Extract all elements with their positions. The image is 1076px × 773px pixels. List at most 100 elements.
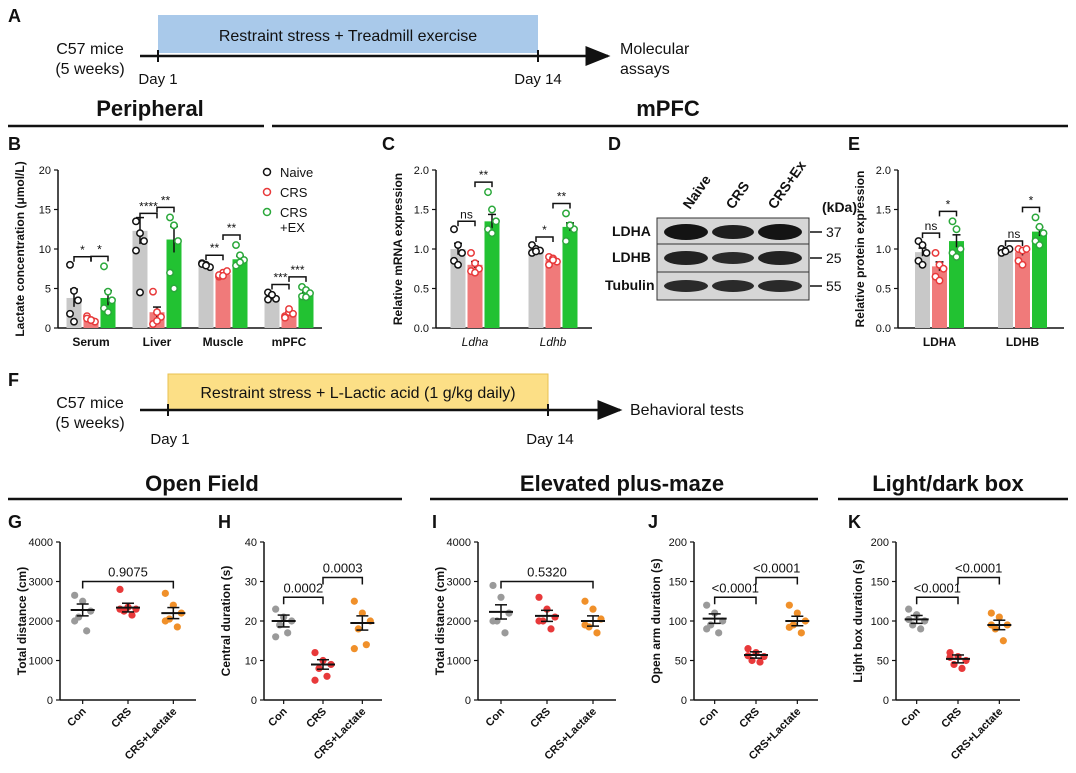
result-label-f: Behavioral tests — [630, 402, 744, 419]
significance-label: ns — [1008, 227, 1021, 241]
data-point — [501, 629, 509, 637]
significance-bracket — [222, 234, 241, 241]
y-tick-label: 20 — [245, 616, 257, 628]
significance-bracket — [957, 576, 1001, 585]
data-point — [66, 309, 74, 318]
section-title-peripheral: Peripheral — [96, 96, 204, 121]
data-point — [551, 613, 559, 621]
y-tick-label: 30 — [245, 577, 257, 589]
significance-bracket — [1021, 206, 1041, 213]
y-tick-label: 1.5 — [876, 205, 891, 217]
y-tick-label: 0 — [681, 695, 687, 707]
y-tick-label: 100 — [669, 616, 687, 628]
legend-b: Naive CRS CRS +EX — [262, 165, 313, 235]
chart-g-total-distance: 0 1000 2000 3000 4000 Total distance (cm) Con C… — [15, 537, 196, 762]
significance-label: ns — [925, 219, 938, 233]
y-tick-label: 0.5 — [876, 284, 891, 296]
panel-label-j: J — [648, 512, 658, 532]
bar-crsex — [298, 294, 314, 328]
data-point — [166, 213, 174, 222]
subject-line2-f: (5 weeks) — [55, 415, 124, 432]
y-tick-label: 150 — [871, 577, 889, 589]
blot-row-tubulin: Tubulin 55 — [605, 271, 842, 301]
significance-label: 0.9075 — [108, 565, 148, 580]
data-point — [497, 593, 505, 601]
y-tick-label: 0.0 — [414, 323, 429, 335]
data-point — [756, 658, 764, 666]
result-line1-a: Molecular — [620, 41, 690, 58]
section-title-epm: Elevated plus-maze — [520, 471, 724, 496]
panel-label-f: F — [8, 370, 19, 390]
data-point — [71, 591, 79, 599]
significance-bracket — [73, 256, 92, 262]
y-axis-title: Central duration (s) — [219, 566, 233, 677]
x-category-label: LDHA — [923, 335, 957, 349]
x-category-label: Ldha — [462, 335, 489, 349]
significance-bracket — [322, 576, 364, 585]
bar-naive — [528, 249, 544, 328]
result-line2-a: assays — [620, 61, 670, 78]
subject-line2-a: (5 weeks) — [55, 61, 124, 78]
bar-naive — [450, 249, 466, 328]
data-point — [70, 286, 78, 295]
data-point — [484, 188, 492, 197]
chart-e-protein: 0.0 0.5 1.0 1.5 2.0 Relative protein expressi… — [853, 165, 1064, 349]
data-point — [711, 609, 719, 617]
data-point — [454, 260, 462, 269]
data-point — [913, 611, 921, 619]
data-point — [87, 607, 95, 615]
end-label-a: Day 14 — [514, 71, 562, 88]
data-point — [202, 261, 210, 270]
x-category-label: Con — [65, 705, 89, 729]
blot-size-label: 25 — [826, 250, 842, 266]
bar-crs — [545, 260, 561, 328]
significance-label: ** — [161, 193, 171, 207]
y-tick-label: 10 — [39, 244, 51, 256]
treatment-label-f: Restraint stress + L-Lactic acid (1 g/kg… — [200, 385, 515, 402]
panel-label-a: A — [8, 6, 21, 26]
data-point — [311, 676, 319, 684]
data-point — [505, 609, 513, 617]
data-point — [905, 605, 913, 613]
significance-bracket — [915, 596, 959, 605]
legend-label-crs: CRS — [280, 185, 308, 200]
data-point — [174, 237, 182, 246]
data-point — [66, 260, 74, 269]
bar-naive — [264, 296, 280, 328]
blot-band — [712, 252, 754, 264]
blot-band — [758, 224, 802, 240]
data-point — [532, 247, 540, 256]
panel-label-d: D — [608, 134, 621, 154]
y-tick-label: 1000 — [447, 656, 471, 668]
x-category-label: Con — [899, 705, 923, 729]
end-label-f: Day 14 — [526, 431, 574, 448]
data-point — [153, 308, 161, 317]
data-point — [161, 617, 169, 625]
blot-band — [758, 251, 802, 265]
data-point — [71, 617, 79, 625]
data-point — [1018, 260, 1027, 269]
significance-label: <0.0001 — [914, 580, 961, 595]
y-axis-title: Lactate concentration (μmol/L) — [13, 161, 27, 336]
bar-naive — [132, 230, 148, 328]
start-label-f: Day 1 — [150, 431, 189, 448]
data-point — [467, 249, 475, 257]
data-point — [161, 589, 169, 597]
legend-marker-naive — [262, 167, 272, 177]
y-tick-label: 0 — [45, 323, 51, 335]
x-category-label: CRS — [304, 706, 329, 731]
y-tick-label: 50 — [877, 656, 889, 668]
significance-label: ** — [210, 241, 220, 255]
timeline-f: Restraint stress + L-Lactic acid (1 g/kg… — [55, 373, 744, 448]
data-point — [315, 664, 323, 673]
chart-b-lactate: 0 5 10 15 20 Lactate concentration (μmol/L) Se… — [13, 161, 322, 349]
data-point — [219, 271, 227, 280]
bar-crsex — [232, 259, 248, 328]
data-point — [1022, 245, 1031, 253]
y-tick-label: 200 — [871, 537, 889, 549]
y-tick-label: 2.0 — [414, 165, 429, 177]
data-point — [140, 237, 148, 246]
y-tick-label: 1.5 — [414, 205, 429, 217]
